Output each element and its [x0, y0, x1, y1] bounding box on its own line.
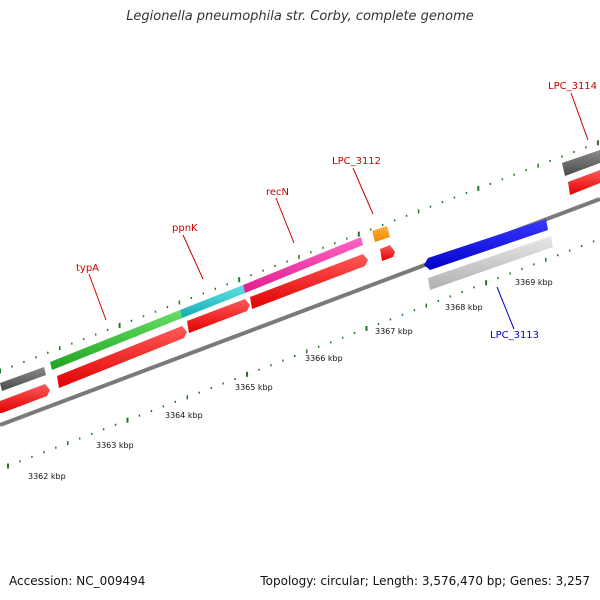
scale-label: 3364 kbp: [165, 411, 203, 420]
upper-scale-ticks: [0, 140, 599, 374]
leader-typA: [88, 273, 107, 321]
gene-label-LPC_3112[interactable]: LPC_3112: [332, 156, 381, 167]
gene-LPC_3113-rev[interactable]: [428, 236, 553, 290]
gene-label-ppnK[interactable]: ppnK: [172, 223, 198, 234]
gene-ppnK[interactable]: [180, 285, 245, 318]
accession-text: Accession: NC_009494: [9, 574, 146, 588]
gene-LPC_3112[interactable]: [372, 226, 390, 242]
gene-typA[interactable]: [50, 310, 182, 370]
scale-label: 3367 kbp: [375, 327, 413, 336]
gene-ppnK-rev[interactable]: [187, 299, 250, 333]
scale-label: 3368 kbp: [445, 303, 483, 312]
gene-recN[interactable]: [243, 237, 363, 293]
scale-label: 3366 kbp: [305, 354, 343, 363]
gene-left-red[interactable]: [0, 384, 50, 413]
scale-label: 3369 kbp: [515, 278, 553, 287]
genome-title: Legionella pneumophila str. Corby, compl…: [126, 9, 474, 24]
leader-recN: [275, 197, 295, 244]
gene-typA-rev[interactable]: [57, 326, 187, 388]
leader-LPC_3113: [496, 286, 515, 330]
leader-LPC_3112: [352, 167, 374, 215]
gene-label-LPC_3113[interactable]: LPC_3113: [490, 330, 539, 341]
gene-recN-rev[interactable]: [250, 254, 368, 309]
genome-summary-text: Topology: circular; Length: 3,576,470 bp…: [260, 574, 590, 588]
scale-label: 3365 kbp: [235, 383, 273, 392]
gene-LPC_3114[interactable]: [562, 150, 600, 176]
gene-label-typA[interactable]: typA: [76, 263, 99, 274]
gene-left-gray[interactable]: [0, 367, 46, 391]
gene-LPC_3114-rev[interactable]: [568, 170, 600, 195]
gene-LPC_3113[interactable]: [424, 219, 548, 270]
gene-label-recN[interactable]: recN: [266, 187, 289, 198]
lower-scale-ticks: [7, 240, 595, 469]
scale-label: 3363 kbp: [96, 441, 134, 450]
leader-LPC_3114: [570, 92, 589, 141]
gene-LPC_3112-rev[interactable]: [380, 245, 395, 261]
scale-label: 3362 kbp: [28, 472, 66, 481]
leader-ppnK: [182, 234, 204, 280]
gene-label-LPC_3114[interactable]: LPC_3114: [548, 81, 597, 92]
